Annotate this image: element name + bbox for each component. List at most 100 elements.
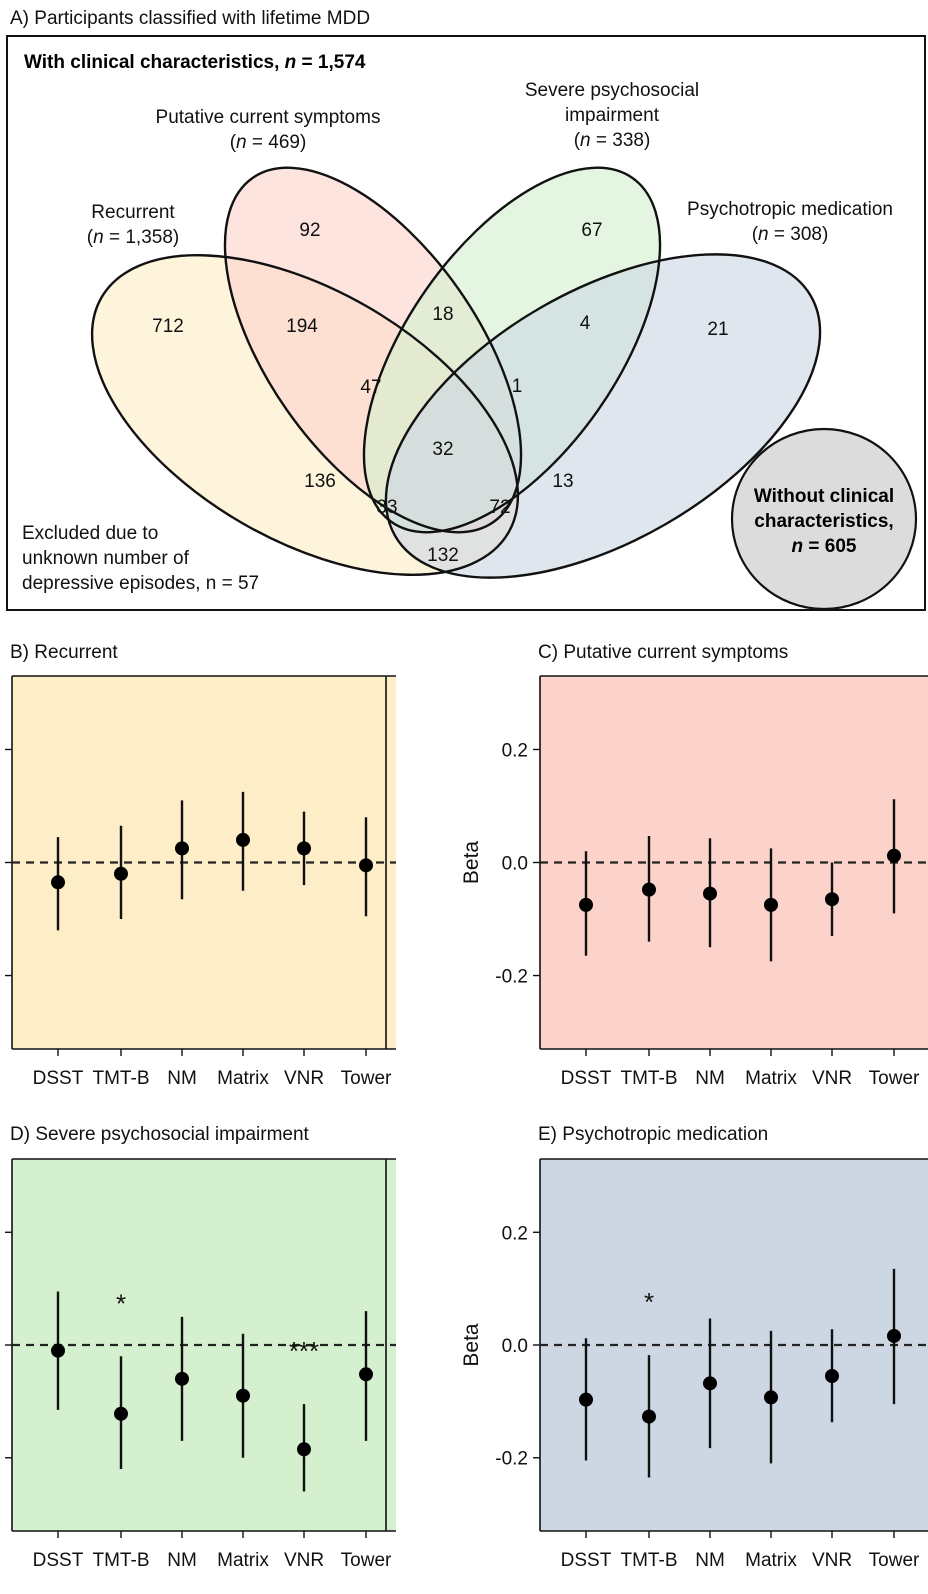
- without-line2: characteristics,: [754, 511, 893, 532]
- venn-set-outline: [223, 166, 523, 534]
- estimate-point: [51, 875, 65, 890]
- estimate-point: [175, 841, 189, 856]
- y-tick-label: 0.0: [502, 854, 528, 875]
- estimate-point: [359, 1367, 373, 1382]
- x-tick-label: VNR: [284, 1550, 324, 1571]
- estimate-point: [825, 1369, 839, 1383]
- x-tick-label: NM: [167, 1550, 197, 1571]
- y-tick-label: 0.0: [502, 1336, 528, 1357]
- significance-marker: ***: [289, 1336, 319, 1366]
- forest-panel: C) Putative current symptoms 0.2 0.0 -0.2 Be…: [460, 642, 928, 1089]
- y-tick-label: 0.2: [502, 1223, 528, 1244]
- y-tick-label: -0.2: [495, 967, 528, 988]
- set-label-recurrent: Recurrent: [91, 202, 175, 223]
- x-tick-label: TMT-B: [621, 1068, 678, 1089]
- region-count: 18: [432, 304, 453, 325]
- estimate-point: [359, 858, 373, 873]
- set-n-recurrent: (n = 1,358): [87, 227, 179, 248]
- estimate-point: [825, 892, 839, 907]
- panel-a: A) Participants classified with lifetime…: [6, 8, 926, 611]
- x-tick-label: Matrix: [217, 1550, 269, 1571]
- estimate-point: [703, 886, 717, 901]
- region-count: 72: [489, 497, 510, 518]
- x-tick-label: Matrix: [745, 1068, 797, 1089]
- forest-panel: B) Recurrent DSST TMT-B NM Matrix VNR Tower: [5, 642, 396, 1089]
- venn-set-outline: [384, 253, 822, 579]
- x-tick-label: Tower: [869, 1068, 920, 1089]
- estimate-point: [297, 1442, 311, 1457]
- panel-title: D) Severe psychosocial impairment: [10, 1124, 310, 1145]
- region-count: 32: [432, 439, 453, 460]
- forest-panel: E) Psychotropic medication 0.2 0.0 -0.2 Beta…: [460, 1124, 928, 1571]
- region-count: 67: [581, 220, 602, 241]
- x-tick-label: DSST: [33, 1550, 84, 1571]
- estimate-point: [236, 832, 250, 847]
- region-count: 33: [376, 497, 397, 518]
- without-n: n = 605: [792, 536, 857, 557]
- without-line1: Without clinical: [754, 486, 894, 507]
- x-tick-label: NM: [695, 1550, 725, 1571]
- region-count: 92: [299, 220, 320, 241]
- estimate-point: [887, 848, 901, 863]
- significance-marker: *: [644, 1287, 654, 1317]
- y-axis-label: Beta: [460, 841, 483, 885]
- panel-a-header: With clinical characteristics, n = 1,574: [24, 52, 366, 73]
- x-tick-label: DSST: [33, 1068, 84, 1089]
- y-tick-label: -0.2: [495, 1449, 528, 1470]
- panel-a-frame: [6, 35, 926, 611]
- y-tick-label: 0.2: [502, 740, 528, 761]
- x-tick-label: NM: [695, 1068, 725, 1089]
- panel-title: B) Recurrent: [10, 642, 118, 663]
- set-label-medication: Psychotropic medication: [687, 199, 893, 220]
- significance-marker: *: [116, 1288, 126, 1318]
- excluded-line: unknown number of: [22, 548, 190, 569]
- panel-title: C) Putative current symptoms: [538, 642, 788, 663]
- set-label-severe-line1: impairment: [565, 105, 660, 126]
- excluded-line: Excluded due to: [22, 523, 158, 544]
- estimate-point: [297, 841, 311, 856]
- estimate-point: [579, 897, 593, 912]
- forest-panel: D) Severe psychosocial impairment DSST TMT…: [5, 1124, 396, 1571]
- x-tick-label: Matrix: [217, 1068, 269, 1089]
- estimate-point: [887, 1328, 901, 1343]
- venn-set-labels: Recurrent (n = 1,358) Putative current s…: [87, 80, 893, 248]
- x-tick-label: Matrix: [745, 1550, 797, 1571]
- x-tick-label: VNR: [812, 1068, 852, 1089]
- x-tick-label: NM: [167, 1068, 197, 1089]
- estimate-point: [642, 882, 656, 897]
- venn-set-outline: [90, 254, 520, 576]
- y-axis-label: Beta: [460, 1323, 483, 1367]
- estimate-point: [236, 1388, 250, 1403]
- excluded-line: depressive episodes, n = 57: [22, 573, 259, 594]
- region-count: 136: [304, 471, 336, 492]
- set-n-medication: (n = 308): [752, 224, 829, 245]
- estimate-point: [764, 897, 778, 912]
- region-count: 132: [427, 545, 459, 566]
- venn-set-outline: [362, 166, 662, 534]
- without-clinical-circle: Without clinical characteristics, n = 60…: [730, 427, 918, 611]
- x-tick-label: TMT-B: [93, 1068, 150, 1089]
- region-count: 13: [552, 471, 573, 492]
- estimate-point: [114, 1406, 128, 1421]
- estimate-point: [764, 1390, 778, 1405]
- x-tick-label: VNR: [812, 1550, 852, 1571]
- region-count: 1: [512, 376, 523, 397]
- x-tick-label: TMT-B: [621, 1550, 678, 1571]
- venn-set-fill: [385, 254, 821, 578]
- estimate-point: [51, 1343, 65, 1358]
- x-tick-label: Tower: [341, 1550, 392, 1571]
- estimate-point: [114, 866, 128, 881]
- estimate-point: [175, 1371, 189, 1386]
- set-n-putative: (n = 469): [230, 132, 307, 153]
- region-count: 712: [152, 316, 184, 337]
- x-tick-label: TMT-B: [93, 1550, 150, 1571]
- estimate-point: [642, 1409, 656, 1424]
- x-tick-label: Tower: [341, 1068, 392, 1089]
- venn-diagram: [90, 166, 822, 579]
- panel-title: E) Psychotropic medication: [538, 1124, 768, 1145]
- estimate-point: [579, 1392, 593, 1407]
- x-tick-label: Tower: [869, 1550, 920, 1571]
- region-count: 4: [580, 313, 591, 334]
- estimate-point: [703, 1376, 717, 1391]
